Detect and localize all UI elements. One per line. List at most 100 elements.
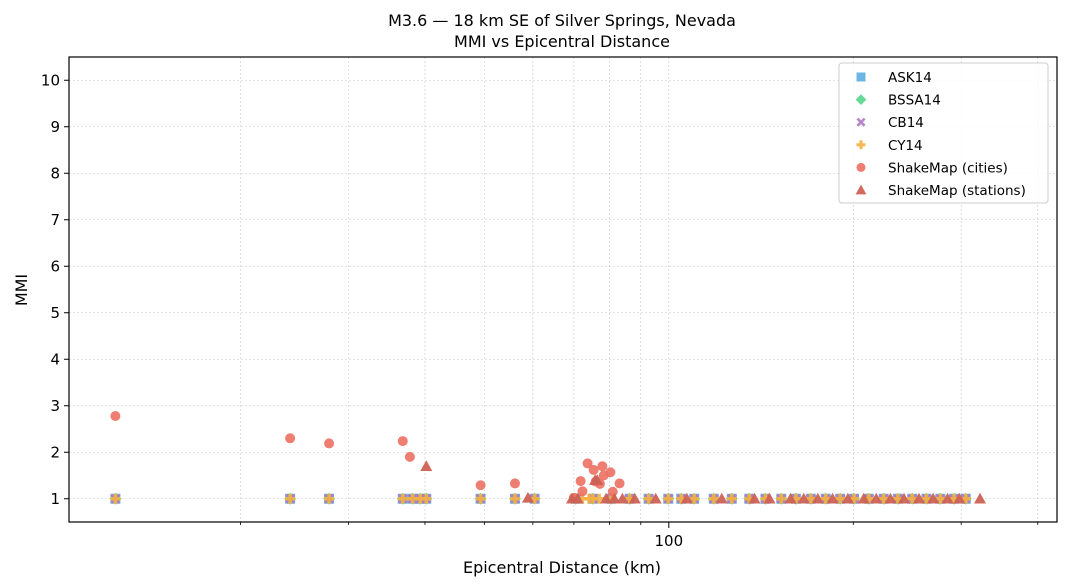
legend-label-shakemap-stations: ShakeMap (stations) bbox=[888, 183, 1026, 199]
x-axis-label: Epicentral Distance (km) bbox=[463, 558, 661, 577]
cy14-point bbox=[689, 493, 700, 504]
cy14-point bbox=[594, 493, 605, 504]
cy14-point bbox=[421, 493, 432, 504]
legend-marker-cb14 bbox=[856, 117, 866, 127]
legend-label-bssa14: BSSA14 bbox=[888, 93, 941, 109]
shakemap-stations-point bbox=[927, 492, 940, 504]
legend-label-ask14: ASK14 bbox=[888, 70, 932, 86]
legend-marker-cy14 bbox=[856, 140, 866, 150]
shakemap-cities-point bbox=[404, 451, 415, 462]
shakemap-stations-point bbox=[748, 492, 761, 504]
shakemap-stations-point bbox=[600, 492, 613, 504]
legend-marker-ask14 bbox=[856, 72, 866, 82]
shakemap-stations-point bbox=[884, 492, 897, 504]
shakemap-cities-point bbox=[582, 458, 593, 469]
cy14-point bbox=[921, 493, 932, 504]
y-tick-label: 5 bbox=[50, 304, 60, 322]
shakemap-stations-point bbox=[912, 492, 925, 504]
y-tick-label: 9 bbox=[50, 118, 60, 136]
shakemap-stations-point bbox=[420, 460, 433, 471]
legend: ASK14 BSSA14 CB14 CY14 ShakeMap (cities) Shak… bbox=[838, 62, 1049, 204]
cy14-point bbox=[475, 493, 486, 504]
shakemap-cities-point bbox=[509, 478, 520, 489]
shakemap-cities-point bbox=[324, 438, 335, 449]
legend-label-cb14: CB14 bbox=[888, 115, 924, 131]
shakemap-stations-point bbox=[628, 492, 641, 504]
cy14-point bbox=[820, 493, 831, 504]
shakemap-cities-point bbox=[614, 478, 625, 489]
cy14-point bbox=[285, 493, 296, 504]
cy14-point bbox=[835, 493, 846, 504]
cy14-point bbox=[663, 493, 674, 504]
shakemap-stations-point bbox=[826, 492, 839, 504]
cy14-point bbox=[935, 493, 946, 504]
y-tick-label: 6 bbox=[50, 257, 60, 275]
cy14-point bbox=[643, 493, 654, 504]
y-tick-label: 8 bbox=[50, 164, 60, 182]
legend-marker-shakemap-cities bbox=[856, 162, 866, 172]
y-tick-label: 2 bbox=[50, 443, 60, 461]
shakemap-cities-point bbox=[285, 433, 296, 444]
cy14-point bbox=[708, 493, 719, 504]
shakemap-cities-point bbox=[397, 436, 408, 447]
x-axis: 100 bbox=[240, 522, 1039, 550]
chart-subtitle: MMI vs Epicentral Distance bbox=[454, 32, 670, 51]
shakemap-stations-point bbox=[591, 474, 604, 485]
shakemap-stations-point bbox=[797, 492, 810, 504]
y-tick-label: 1 bbox=[50, 490, 60, 508]
legend-label-shakemap-cities: ShakeMap (cities) bbox=[888, 160, 1008, 176]
y-axis: 1 2 3 4 5 6 7 8 9 10 bbox=[41, 71, 69, 508]
cy14-point bbox=[324, 493, 335, 504]
cy14-point bbox=[805, 493, 816, 504]
cy14-point bbox=[110, 493, 121, 504]
y-axis-label: MMI bbox=[12, 274, 31, 306]
shakemap-stations-point bbox=[715, 492, 728, 504]
y-tick-label: 4 bbox=[50, 350, 60, 368]
shakemap-cities-point bbox=[475, 480, 486, 491]
chart-title: M3.6 — 18 km SE of Silver Springs, Nevad… bbox=[388, 11, 736, 30]
shakemap-stations-point bbox=[953, 492, 966, 504]
shakemap-cities-point bbox=[588, 464, 599, 475]
shakemap-cities-point bbox=[605, 467, 616, 478]
shakemap-stations-point bbox=[680, 492, 693, 504]
plot-markers bbox=[109, 410, 987, 505]
y-tick-label: 10 bbox=[41, 71, 60, 89]
cy14-point bbox=[878, 493, 889, 504]
legend-marker-shakemap-stations bbox=[855, 184, 867, 195]
legend-box bbox=[838, 62, 1049, 204]
shakemap-cities-point bbox=[110, 410, 121, 421]
shakemap-stations-point bbox=[870, 492, 883, 504]
shakemap-stations-point bbox=[974, 492, 987, 504]
cy14-point bbox=[907, 493, 918, 504]
shakemap-stations-point bbox=[941, 492, 954, 504]
x-tick-label: 100 bbox=[654, 532, 683, 550]
shakemap-cities-point bbox=[607, 486, 618, 497]
shakemap-cities-point bbox=[577, 486, 588, 497]
shakemap-stations-point bbox=[608, 492, 621, 504]
shakemap-cities-point bbox=[597, 461, 608, 472]
cy14-point bbox=[776, 493, 787, 504]
legend-label-cy14: CY14 bbox=[888, 138, 923, 154]
shakemap-stations-point bbox=[898, 492, 911, 504]
cy14-point bbox=[509, 493, 520, 504]
shakemap-stations-point bbox=[571, 492, 584, 504]
series-cy14 bbox=[110, 493, 971, 504]
shakemap-stations-point bbox=[784, 492, 797, 504]
shakemap-cities-point bbox=[575, 476, 586, 487]
grid-lines bbox=[69, 57, 1057, 522]
cy14-point bbox=[726, 493, 737, 504]
y-tick-label: 3 bbox=[50, 397, 60, 415]
plot-frame bbox=[68, 56, 1058, 523]
y-tick-label: 7 bbox=[50, 211, 60, 229]
shakemap-stations-point bbox=[649, 492, 662, 504]
shakemap-stations-point bbox=[811, 492, 824, 504]
legend-marker-bssa14 bbox=[855, 94, 867, 105]
shakemap-stations-point bbox=[521, 491, 534, 503]
cy14-point bbox=[397, 493, 408, 504]
shakemap-stations-point bbox=[857, 492, 870, 504]
shakemap-stations-point bbox=[841, 492, 854, 504]
shakemap-stations-point bbox=[763, 492, 776, 504]
shakemap-stations-point bbox=[616, 492, 629, 504]
series-shakemap-stations bbox=[420, 460, 987, 504]
